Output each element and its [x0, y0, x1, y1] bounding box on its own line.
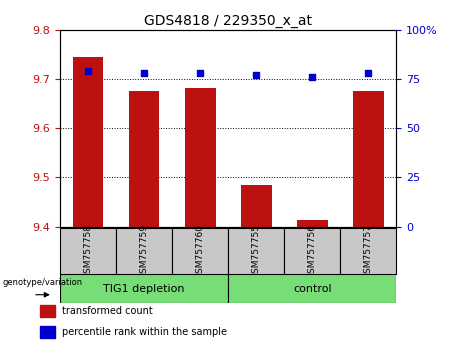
- Bar: [172, 228, 228, 274]
- Bar: [284, 228, 340, 274]
- Bar: [129, 91, 160, 227]
- Text: GSM757755: GSM757755: [252, 224, 261, 279]
- Bar: [353, 91, 384, 227]
- Point: [253, 73, 260, 78]
- Bar: [41, 305, 55, 317]
- Text: GSM757757: GSM757757: [364, 224, 373, 279]
- Text: percentile rank within the sample: percentile rank within the sample: [62, 327, 227, 337]
- Bar: [228, 228, 284, 274]
- Bar: [60, 274, 228, 303]
- Bar: [241, 185, 272, 227]
- Bar: [72, 57, 103, 227]
- Point: [84, 69, 92, 74]
- Title: GDS4818 / 229350_x_at: GDS4818 / 229350_x_at: [144, 14, 312, 28]
- Point: [140, 70, 148, 76]
- Point: [196, 70, 204, 76]
- Text: GSM757756: GSM757756: [308, 224, 317, 279]
- Bar: [60, 228, 116, 274]
- Point: [309, 74, 316, 80]
- Text: transformed count: transformed count: [62, 306, 153, 316]
- Text: GSM757759: GSM757759: [140, 224, 148, 279]
- Bar: [116, 228, 172, 274]
- Text: control: control: [293, 284, 331, 293]
- Bar: [41, 326, 55, 338]
- Point: [365, 70, 372, 76]
- Text: GSM757758: GSM757758: [83, 224, 93, 279]
- Bar: [185, 88, 216, 227]
- Text: GSM757760: GSM757760: [195, 224, 205, 279]
- Bar: [228, 274, 396, 303]
- Text: genotype/variation: genotype/variation: [3, 278, 83, 287]
- Bar: [340, 228, 396, 274]
- Text: TIG1 depletion: TIG1 depletion: [103, 284, 185, 293]
- Bar: [297, 220, 328, 227]
